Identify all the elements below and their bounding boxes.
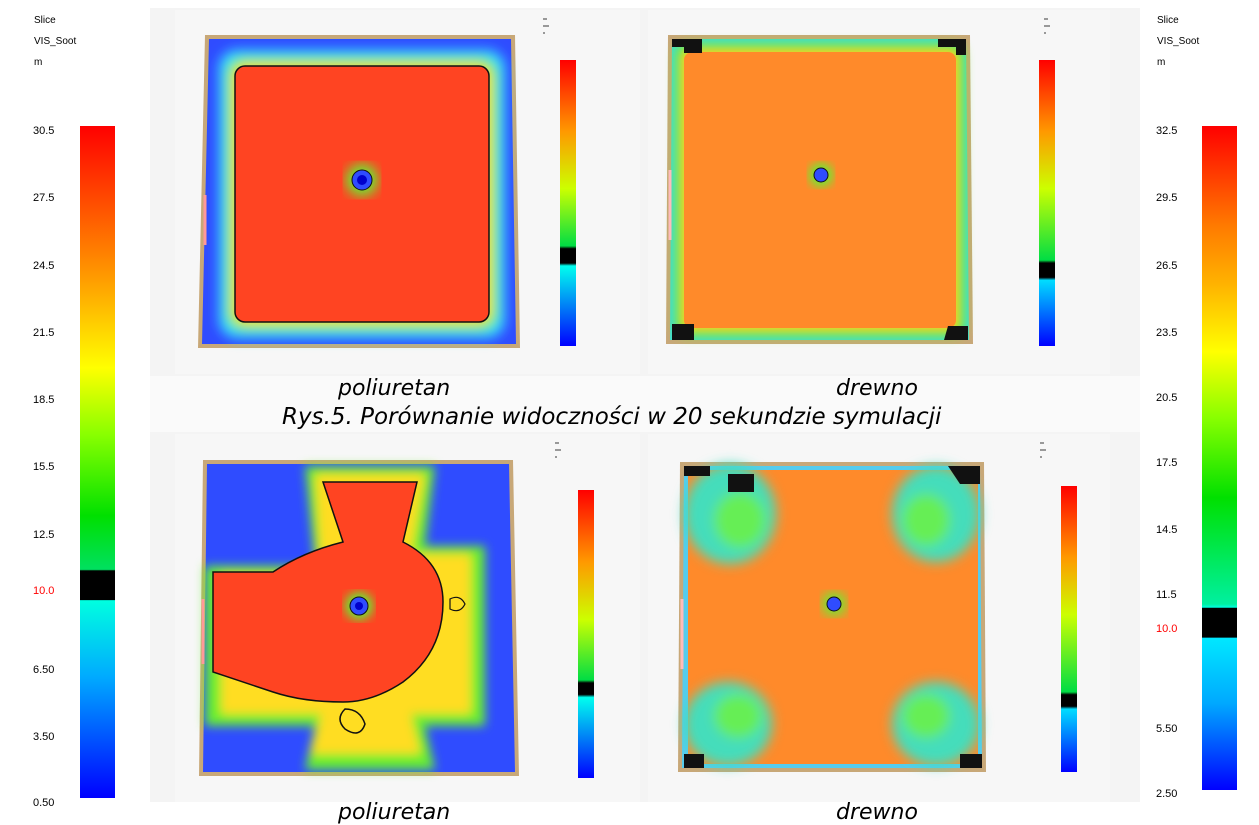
legend-right-tick: 5.50 xyxy=(1156,723,1178,735)
colorbar-legend-left: Slice VIS_Soot m 30.5 27.5 24.5 21.5 18.… xyxy=(0,0,150,819)
legend-right-unit-label: m xyxy=(1157,57,1166,68)
figure-band-middle xyxy=(150,376,1140,432)
caption-bottom-right-material: drewno xyxy=(836,800,918,825)
legend-left-tick: 3.50 xyxy=(33,731,55,743)
legend-left-tick: 0.50 xyxy=(33,797,55,809)
soot-visibility-map-drewno-top xyxy=(666,18,1055,346)
legend-right-tick: 11.5 xyxy=(1156,589,1177,601)
legend-right-tick: 26.5 xyxy=(1156,260,1178,272)
figure-caption: Rys.5. Porównanie widoczności w 20 sekun… xyxy=(282,404,942,430)
soot-visibility-map-poliuretan-bottom xyxy=(199,442,594,778)
colorbar-legend-right: Slice VIS_Soot m 32.5 29.5 26.5 23.5 20.… xyxy=(1140,0,1259,819)
legend-left-tick: 15.5 xyxy=(33,461,55,473)
legend-left-slice-label: Slice xyxy=(34,15,56,26)
soot-visibility-map-poliuretan-top xyxy=(198,18,576,348)
legend-left-threshold-tick: 10.0 xyxy=(33,585,55,597)
simulation-panel-top-left xyxy=(175,10,640,374)
legend-right-threshold-tick: 10.0 xyxy=(1156,623,1178,635)
legend-left-tick: 21.5 xyxy=(33,327,55,339)
caption-top-right-material: drewno xyxy=(836,376,918,401)
simulation-panel-bottom-left xyxy=(175,434,640,802)
legend-left-color-bar xyxy=(80,126,115,798)
legend-right-slice-label: Slice xyxy=(1157,15,1179,26)
legend-left-tick: 18.5 xyxy=(33,394,55,406)
legend-right-tick: 2.50 xyxy=(1156,788,1178,800)
caption-bottom-left-material: poliuretan xyxy=(338,800,451,825)
simulation-panel-bottom-right xyxy=(648,434,1110,802)
soot-visibility-map-drewno-bottom xyxy=(678,442,1077,772)
legend-right-tick: 17.5 xyxy=(1156,457,1178,469)
legend-right-tick: 32.5 xyxy=(1156,125,1178,137)
legend-left-tick: 30.5 xyxy=(33,125,55,137)
legend-left-tick: 27.5 xyxy=(33,192,55,204)
legend-right-tick: 14.5 xyxy=(1156,524,1178,536)
legend-right-tick: 20.5 xyxy=(1156,392,1178,404)
legend-right-tick: 29.5 xyxy=(1156,192,1178,204)
legend-left-tick: 6.50 xyxy=(33,664,55,676)
legend-left-quantity-label: VIS_Soot xyxy=(34,36,77,47)
legend-right-tick: 23.5 xyxy=(1156,327,1178,339)
caption-top-left-material: poliuretan xyxy=(338,376,451,401)
legend-left-tick: 12.5 xyxy=(33,529,55,541)
legend-left-tick: 24.5 xyxy=(33,260,55,272)
simulation-panel-top-right xyxy=(648,10,1110,374)
legend-left-unit-label: m xyxy=(34,57,43,68)
legend-right-quantity-label: VIS_Soot xyxy=(1157,36,1200,47)
legend-right-color-bar xyxy=(1202,126,1237,790)
